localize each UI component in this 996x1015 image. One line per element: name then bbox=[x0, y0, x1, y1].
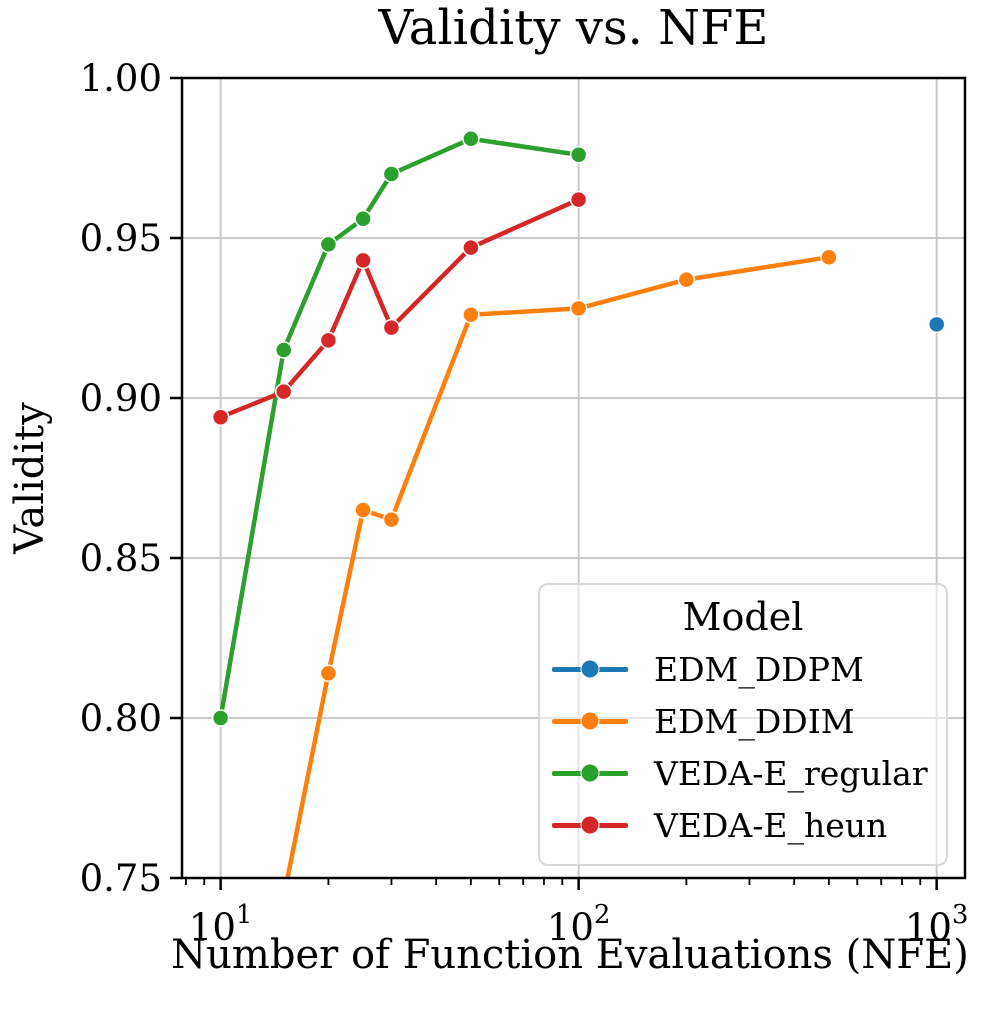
y-tick-label: 0.85 bbox=[80, 537, 162, 580]
y-tick-label: 0.75 bbox=[80, 857, 162, 900]
y-tick-label: 0.90 bbox=[80, 377, 162, 420]
x-tick-label: 101 bbox=[189, 900, 253, 949]
legend-entry: VEDA-E_heun bbox=[540, 799, 946, 851]
series-marker-EDM_DDIM bbox=[569, 299, 588, 318]
series-marker-EDM_DDIM bbox=[276, 889, 292, 905]
legend-marker-icon bbox=[580, 763, 600, 783]
series-marker-EDM_DDIM bbox=[382, 510, 401, 529]
legend-marker-icon bbox=[580, 659, 600, 679]
series-marker-VEDA-E_regular bbox=[382, 165, 401, 183]
legend-entry: VEDA-E_regular bbox=[540, 747, 946, 799]
series-marker-VEDA-E_heun bbox=[569, 190, 588, 209]
series-line-EDM_DDIM bbox=[285, 254, 830, 878]
y-tick-label: 1.00 bbox=[80, 57, 162, 100]
x-tick-label: 102 bbox=[547, 900, 611, 949]
series-marker-EDM_DDPM bbox=[927, 315, 946, 334]
chart-title: Validity vs. NFE bbox=[378, 0, 769, 56]
legend-entry-label: VEDA-E_heun bbox=[654, 805, 888, 845]
series-marker-VEDA-E_regular bbox=[354, 210, 372, 228]
series-marker-VEDA-E_regular bbox=[462, 130, 480, 148]
series-marker-VEDA-E_regular bbox=[211, 709, 230, 727]
y-axis-label: Validity bbox=[7, 402, 53, 554]
series-marker-EDM_DDIM bbox=[462, 306, 480, 324]
plot-border bbox=[180, 76, 967, 880]
series-marker-VEDA-E_heun bbox=[462, 238, 480, 257]
legend-entry-label: EDM_DDIM bbox=[654, 701, 855, 741]
legend: Model EDM_DDPM EDM_DDIM VEDA-E_regular V… bbox=[538, 583, 948, 866]
series-marker-VEDA-E_heun bbox=[211, 408, 230, 426]
y-tick-label: 0.80 bbox=[80, 697, 162, 740]
series-marker-VEDA-E_regular bbox=[319, 235, 338, 254]
series-line-VEDA-E_heun bbox=[219, 197, 580, 420]
series-marker-VEDA-E_heun bbox=[319, 331, 338, 350]
x-tick-label: 103 bbox=[905, 900, 969, 949]
series-marker-VEDA-E_regular bbox=[569, 146, 588, 164]
legend-entry-label: EDM_DDPM bbox=[654, 649, 864, 689]
series-marker-VEDA-E_heun bbox=[382, 318, 401, 337]
legend-line-sample bbox=[552, 659, 628, 679]
series-marker-EDM_DDIM bbox=[354, 501, 372, 519]
x-axis-label: Number of Function Evaluations (NFE) bbox=[171, 932, 969, 978]
legend-line-sample bbox=[552, 815, 628, 835]
legend-line-sample bbox=[552, 711, 628, 731]
series-marker-VEDA-E_heun bbox=[274, 382, 293, 401]
series-marker-EDM_DDIM bbox=[319, 664, 338, 682]
y-tick-label: 0.95 bbox=[80, 217, 162, 260]
legend-entry-label: VEDA-E_regular bbox=[654, 753, 928, 793]
series-marker-EDM_DDIM bbox=[677, 270, 696, 289]
legend-marker-icon bbox=[580, 815, 600, 835]
legend-title: Model bbox=[682, 595, 804, 639]
series-marker-VEDA-E_heun bbox=[354, 251, 372, 270]
legend-entry: EDM_DDIM bbox=[540, 695, 946, 747]
legend-marker-icon bbox=[580, 711, 600, 731]
legend-entry: EDM_DDPM bbox=[540, 643, 946, 695]
series-marker-EDM_DDIM bbox=[820, 248, 838, 266]
legend-line-sample bbox=[552, 763, 628, 783]
series-marker-VEDA-E_regular bbox=[274, 341, 293, 359]
